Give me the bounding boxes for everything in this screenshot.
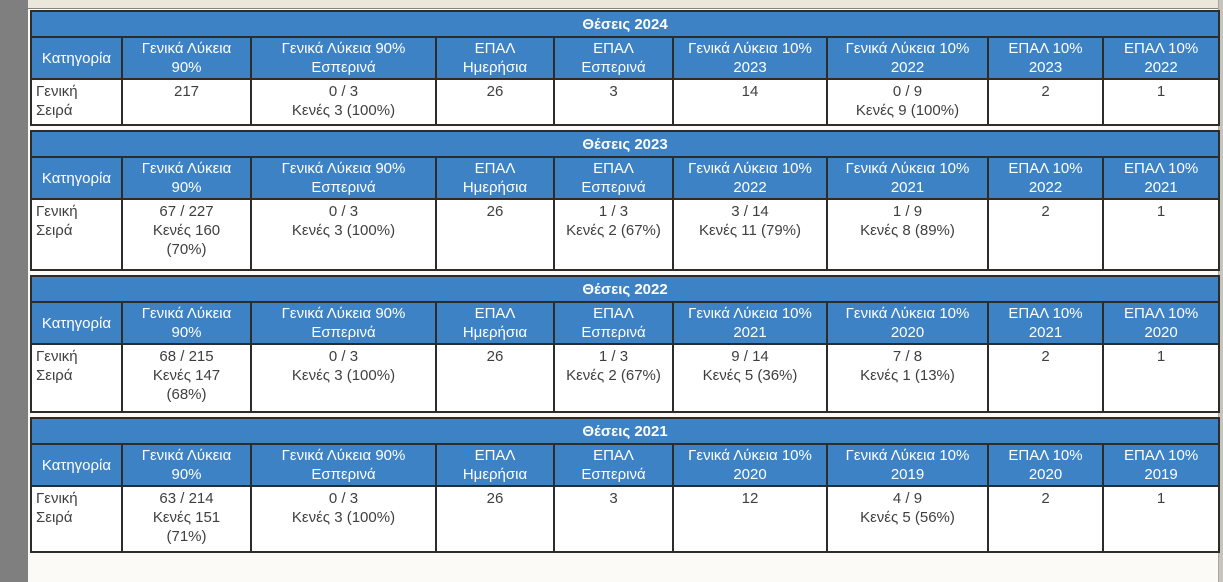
column-header: Κατηγορία <box>30 443 123 487</box>
column-header: Γενικά Λύκεια 10% 2021 <box>672 301 828 345</box>
data-cell: 217 <box>121 78 252 126</box>
data-cell: 1 <box>1101 198 1221 271</box>
data-cell: 0 / 3 Κενές 3 (100%) <box>250 485 437 553</box>
column-header: Γενικά Λύκεια 90% Εσπερινά <box>250 156 437 200</box>
data-cell: 0 / 9 Κενές 9 (100%) <box>826 78 989 126</box>
data-cell: 2 <box>987 198 1104 271</box>
data-cell: 3 <box>553 78 674 126</box>
data-cell: 0 / 3 Κενές 3 (100%) <box>250 198 437 271</box>
data-cell: 14 <box>672 78 828 126</box>
data-cell: 1 / 3 Κενές 2 (67%) <box>553 198 674 271</box>
data-cell: 26 <box>435 343 555 413</box>
data-cell: 1 <box>1101 485 1221 553</box>
column-header: Γενικά Λύκεια 90% <box>121 36 252 80</box>
column-header: Γενικά Λύκεια 10% 2023 <box>672 36 828 80</box>
column-header: Γενικά Λύκεια 90% <box>121 301 252 345</box>
column-header: ΕΠΑΛ Ημερήσια <box>435 301 555 345</box>
row-category-label: Γενική Σειρά <box>30 78 123 126</box>
data-cell: 1 / 3 Κενές 2 (67%) <box>553 343 674 413</box>
data-cell: 67 / 227 Κενές 160 (70%) <box>121 198 252 271</box>
table-title-row: Θέσεις 2024 <box>29 10 1221 38</box>
positions-table-2023: Θέσεις 2023 Κατηγορία Γενικά Λύκεια 90% Γεν… <box>29 130 1221 271</box>
column-header: ΕΠΑΛ Εσπερινά <box>553 301 674 345</box>
data-cell: 4 / 9 Κενές 5 (56%) <box>826 485 989 553</box>
column-header: Γενικά Λύκεια 10% 2020 <box>826 301 989 345</box>
table-title: Θέσεις 2023 <box>29 130 1221 158</box>
column-header: Γενικά Λύκεια 90% Εσπερινά <box>250 443 437 487</box>
data-row: Γενική Σειρά 217 0 / 3 Κενές 3 (100%) 26 3 14… <box>30 78 1221 126</box>
column-header: ΕΠΑΛ Ημερήσια <box>435 443 555 487</box>
column-header: Κατηγορία <box>30 301 123 345</box>
column-header: ΕΠΑΛ Εσπερινά <box>553 443 674 487</box>
column-header: ΕΠΑΛ 10% 2022 <box>1101 36 1221 80</box>
column-header: ΕΠΑΛ 10% 2023 <box>987 36 1104 80</box>
table-title: Θέσεις 2022 <box>29 275 1221 303</box>
column-header: ΕΠΑΛ 10% 2020 <box>987 443 1104 487</box>
data-cell: 3 <box>553 485 674 553</box>
header-row: Κατηγορία Γενικά Λύκεια 90% Γενικά Λύκεια … <box>30 36 1221 80</box>
column-header: ΕΠΑΛ Εσπερινά <box>553 36 674 80</box>
data-cell: 2 <box>987 78 1104 126</box>
top-band <box>28 0 1218 9</box>
data-cell: 1 <box>1101 343 1221 413</box>
data-row: Γενική Σειρά 67 / 227 Κενές 160 (70%) 0 / … <box>30 198 1221 271</box>
data-row: Γενική Σειρά 63 / 214 Κενές 151 (71%) 0 / … <box>30 485 1221 553</box>
row-category-label: Γενική Σειρά <box>30 198 123 271</box>
data-cell: 1 <box>1101 78 1221 126</box>
column-header: Γενικά Λύκεια 90% <box>121 443 252 487</box>
header-row: Κατηγορία Γενικά Λύκεια 90% Γενικά Λύκεια … <box>30 443 1221 487</box>
row-category-label: Γενική Σειρά <box>30 485 123 553</box>
column-header: Κατηγορία <box>30 156 123 200</box>
data-cell: 63 / 214 Κενές 151 (71%) <box>121 485 252 553</box>
positions-table-2024: Θέσεις 2024 Κατηγορία Γενικά Λύκεια 90% Γεν… <box>29 10 1221 126</box>
tables-container: Θέσεις 2024 Κατηγορία Γενικά Λύκεια 90% Γεν… <box>28 9 1221 553</box>
column-header: Γενικά Λύκεια 10% 2022 <box>672 156 828 200</box>
data-cell: 0 / 3 Κενές 3 (100%) <box>250 343 437 413</box>
positions-table-2021: Θέσεις 2021 Κατηγορία Γενικά Λύκεια 90% Γεν… <box>29 417 1221 553</box>
column-header: ΕΠΑΛ Ημερήσια <box>435 156 555 200</box>
data-cell: 1 / 9 Κενές 8 (89%) <box>826 198 989 271</box>
data-cell: 3 / 14 Κενές 11 (79%) <box>672 198 828 271</box>
row-category-label: Γενική Σειρά <box>30 343 123 413</box>
column-header: Γενικά Λύκεια 90% Εσπερινά <box>250 36 437 80</box>
table-title-row: Θέσεις 2022 <box>29 275 1221 303</box>
table-title: Θέσεις 2021 <box>29 417 1221 445</box>
header-row: Κατηγορία Γενικά Λύκεια 90% Γενικά Λύκεια … <box>30 156 1221 200</box>
data-cell: 9 / 14 Κενές 5 (36%) <box>672 343 828 413</box>
column-header: ΕΠΑΛ Ημερήσια <box>435 36 555 80</box>
data-cell: 2 <box>987 485 1104 553</box>
content-area: Θέσεις 2024 Κατηγορία Γενικά Λύκεια 90% Γεν… <box>28 0 1221 557</box>
table-title-row: Θέσεις 2021 <box>29 417 1221 445</box>
data-cell: 26 <box>435 485 555 553</box>
column-header: ΕΠΑΛ 10% 2020 <box>1101 301 1221 345</box>
column-header: Κατηγορία <box>30 36 123 80</box>
positions-table-2022: Θέσεις 2022 Κατηγορία Γενικά Λύκεια 90% Γεν… <box>29 275 1221 413</box>
data-cell: 12 <box>672 485 828 553</box>
column-header: ΕΠΑΛ 10% 2019 <box>1101 443 1221 487</box>
table-title-row: Θέσεις 2023 <box>29 130 1221 158</box>
column-header: Γενικά Λύκεια 90% <box>121 156 252 200</box>
left-gutter <box>0 0 28 582</box>
data-cell: 26 <box>435 198 555 271</box>
column-header: Γενικά Λύκεια 90% Εσπερινά <box>250 301 437 345</box>
column-header: Γενικά Λύκεια 10% 2020 <box>672 443 828 487</box>
column-header: ΕΠΑΛ 10% 2021 <box>1101 156 1221 200</box>
column-header: Γενικά Λύκεια 10% 2022 <box>826 36 989 80</box>
data-cell: 7 / 8 Κενές 1 (13%) <box>826 343 989 413</box>
column-header: Γενικά Λύκεια 10% 2019 <box>826 443 989 487</box>
column-header: ΕΠΑΛ 10% 2022 <box>987 156 1104 200</box>
data-cell: 0 / 3 Κενές 3 (100%) <box>250 78 437 126</box>
data-cell: 26 <box>435 78 555 126</box>
data-cell: 68 / 215 Κενές 147 (68%) <box>121 343 252 413</box>
data-row: Γενική Σειρά 68 / 215 Κενές 147 (68%) 0 / … <box>30 343 1221 413</box>
header-row: Κατηγορία Γενικά Λύκεια 90% Γενικά Λύκεια … <box>30 301 1221 345</box>
column-header: ΕΠΑΛ 10% 2021 <box>987 301 1104 345</box>
data-cell: 2 <box>987 343 1104 413</box>
table-title: Θέσεις 2024 <box>29 10 1221 38</box>
column-header: Γενικά Λύκεια 10% 2021 <box>826 156 989 200</box>
column-header: ΕΠΑΛ Εσπερινά <box>553 156 674 200</box>
